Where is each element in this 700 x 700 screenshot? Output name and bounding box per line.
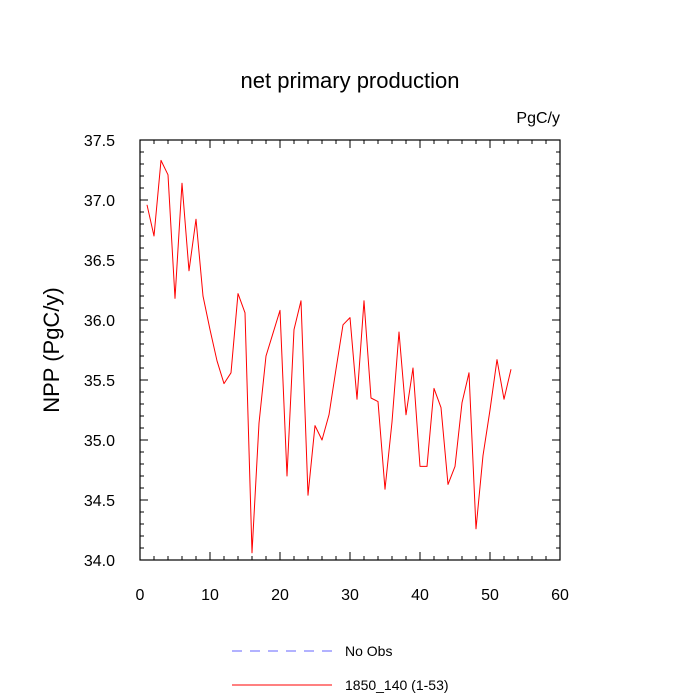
x-tick-label: 20: [271, 587, 289, 604]
axis-ticks: [139, 139, 561, 561]
y-tick-label: 35.0: [84, 433, 115, 450]
x-tick-label: 50: [481, 587, 499, 604]
y-tick-label: 34.5: [84, 493, 115, 510]
series-line-1: [146, 159, 512, 554]
x-tick-label: 0: [136, 587, 145, 604]
y-tick-label: 37.0: [84, 193, 115, 210]
series-layer: [146, 159, 512, 554]
units-label: PgC/y: [516, 110, 560, 127]
y-axis-label: NPP (PgC/y): [39, 287, 64, 413]
x-tick-label: 40: [411, 587, 429, 604]
y-tick-label: 36.0: [84, 313, 115, 330]
plot-frame: [139, 139, 561, 561]
legend-label-0: No Obs: [345, 643, 392, 659]
x-tick-label: 10: [201, 587, 219, 604]
y-tick-label: 36.5: [84, 253, 115, 270]
axis-tick-labels: 0 10 20 30 40 50 60 34.0 34.5 35.0 35.5 36.0 36.5 37.…: [84, 133, 569, 604]
y-tick-label: 34.0: [84, 553, 115, 570]
y-tick-label: 37.5: [84, 133, 115, 150]
x-tick-label: 30: [341, 587, 359, 604]
chart-title: net primary production: [241, 68, 460, 93]
legend: No Obs 1850_140 (1-53): [232, 643, 449, 693]
legend-label-1: 1850_140 (1-53): [345, 677, 449, 693]
y-tick-label: 35.5: [84, 373, 115, 390]
x-tick-label: 60: [551, 587, 569, 604]
